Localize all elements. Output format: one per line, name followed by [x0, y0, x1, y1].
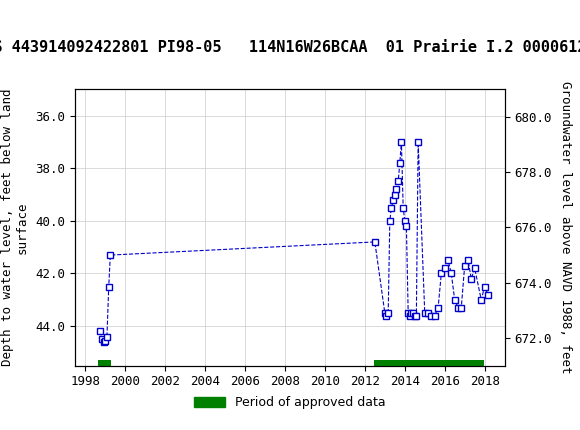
Bar — [3, 4, 58, 34]
Y-axis label: Groundwater level above NAVD 1988, feet: Groundwater level above NAVD 1988, feet — [559, 81, 572, 374]
Bar — [99, 360, 111, 368]
Bar — [374, 360, 484, 368]
Legend: Period of approved data: Period of approved data — [189, 391, 391, 415]
Y-axis label: Depth to water level, feet below land
surface: Depth to water level, feet below land su… — [1, 89, 29, 366]
Text: ≡USGS: ≡USGS — [7, 9, 66, 28]
Text: USGS 443914092422801 PI98-05   114N16W26BCAA  01 Prairie I.2 0000612786: USGS 443914092422801 PI98-05 114N16W26BC… — [0, 40, 580, 55]
